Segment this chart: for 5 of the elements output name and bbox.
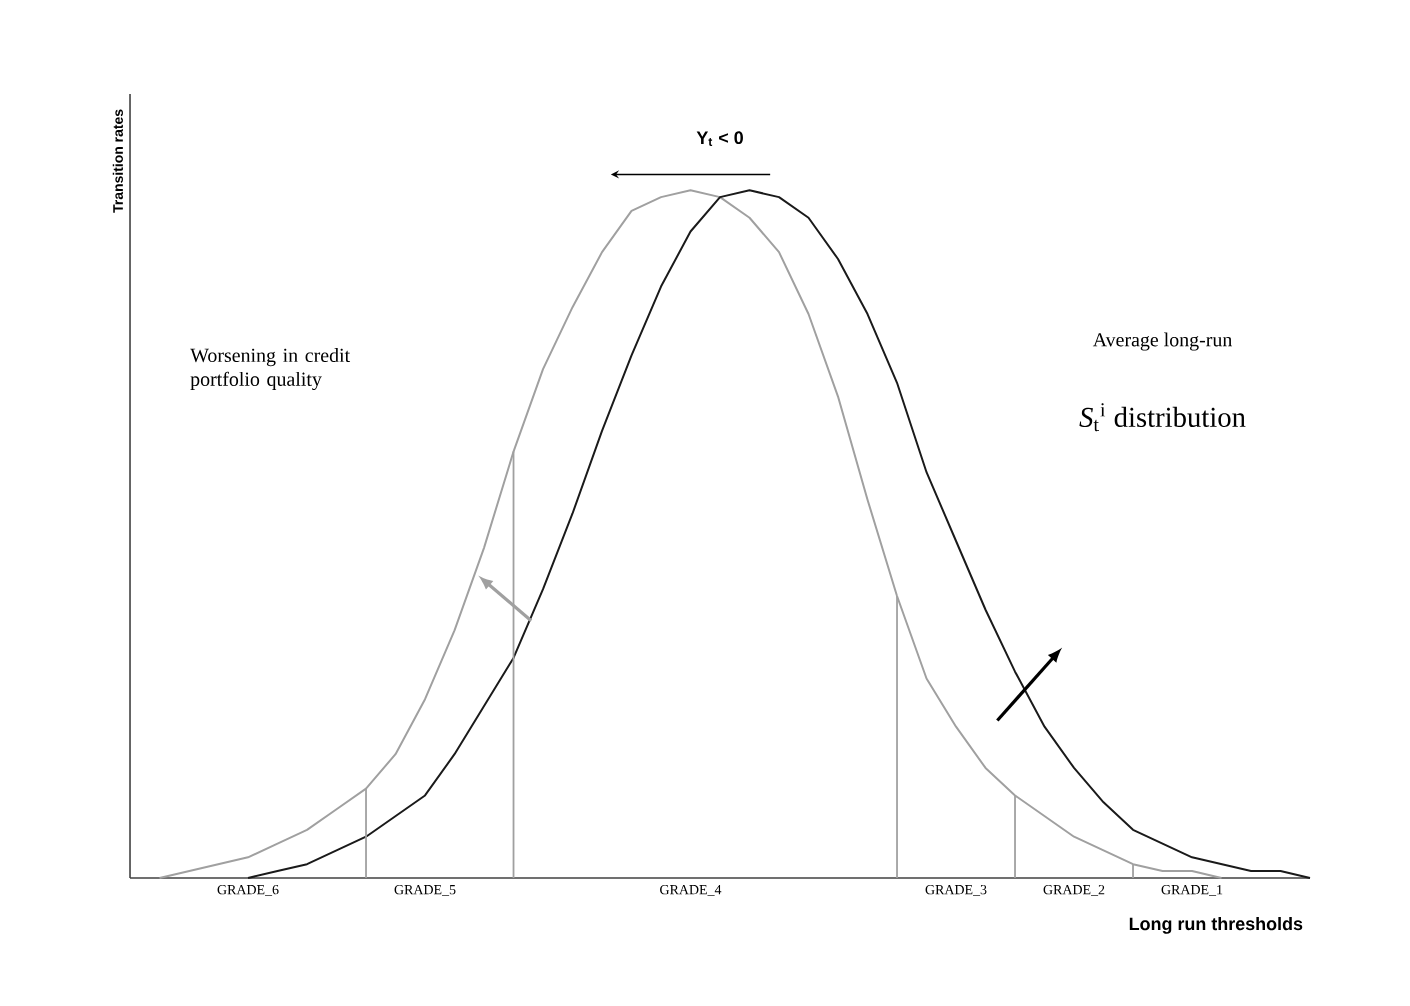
- annotation: S$_{t}$$^{i}$ distribution: [1079, 403, 1246, 432]
- text: Y$_{t}$ < 0: [696, 131, 743, 146]
- x-axis-title: Long run thresholds: [1129, 917, 1303, 934]
- annotation: Worsening in credit portfolio quality: [190, 348, 351, 391]
- annotation: Average long-run: [1092, 332, 1233, 351]
